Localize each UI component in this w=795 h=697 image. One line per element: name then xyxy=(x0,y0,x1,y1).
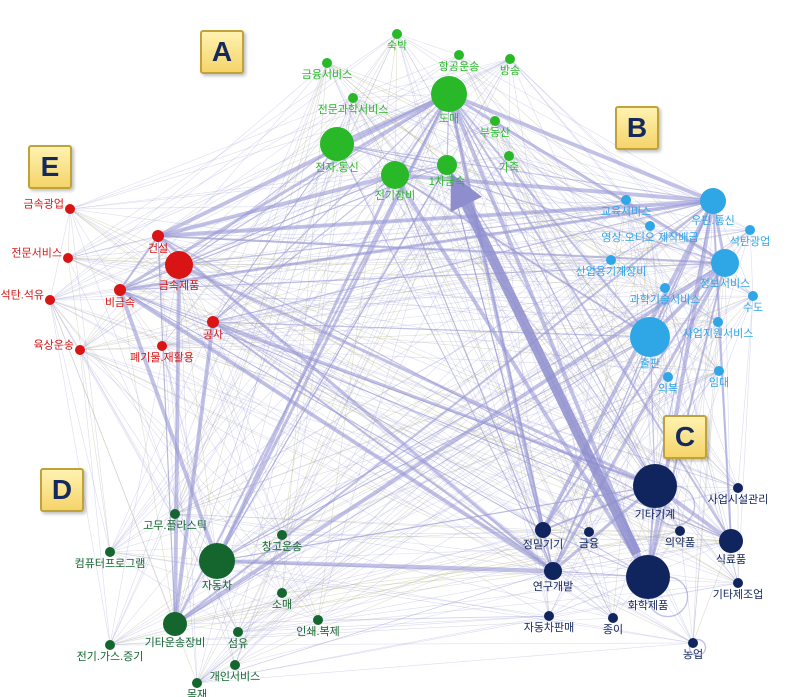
edge xyxy=(693,541,731,643)
node-개인서비스[interactable] xyxy=(230,660,240,670)
node-의복[interactable] xyxy=(663,372,673,382)
node-전기장비[interactable] xyxy=(381,161,409,189)
node-소매[interactable] xyxy=(277,588,287,598)
node-정밀기기[interactable] xyxy=(535,522,551,538)
node-정보서비스[interactable] xyxy=(711,249,739,277)
edge xyxy=(397,34,459,55)
node-자동차[interactable] xyxy=(199,543,235,579)
network-svg xyxy=(0,0,795,697)
cluster-badge-C: C xyxy=(663,415,707,459)
node-건설[interactable] xyxy=(152,230,164,242)
node-식료품[interactable] xyxy=(719,529,743,553)
node-전문서비스[interactable] xyxy=(63,253,73,263)
node-기타운송장비[interactable] xyxy=(163,612,187,636)
node-육상운송[interactable] xyxy=(75,345,85,355)
edge xyxy=(197,632,238,683)
node-석탄광업[interactable] xyxy=(745,225,755,235)
node-컴퓨터프로그램[interactable] xyxy=(105,547,115,557)
node-화학제품[interactable] xyxy=(626,555,670,599)
node-농업[interactable] xyxy=(688,638,698,648)
cluster-badge-E: E xyxy=(28,145,72,189)
edge xyxy=(175,593,282,624)
node-석탄.석유[interactable] xyxy=(45,295,55,305)
node-우편.통신[interactable] xyxy=(700,188,726,214)
node-금융[interactable] xyxy=(584,527,594,537)
node-기타기계[interactable] xyxy=(633,464,677,508)
node-섬유[interactable] xyxy=(233,627,243,637)
edge xyxy=(179,265,282,593)
node-교육서비스[interactable] xyxy=(621,195,631,205)
node-전문과학서비스[interactable] xyxy=(348,93,358,103)
node-수도[interactable] xyxy=(748,291,758,301)
cluster-badge-B: B xyxy=(615,106,659,150)
node-산업용기계장비[interactable] xyxy=(606,255,616,265)
node-1차금속[interactable] xyxy=(437,155,457,175)
edge xyxy=(750,230,753,296)
node-기타제조업[interactable] xyxy=(733,578,743,588)
node-금융서비스[interactable] xyxy=(322,58,332,68)
node-방송[interactable] xyxy=(505,54,515,64)
node-사업지원서비스[interactable] xyxy=(713,317,723,327)
node-금속제품[interactable] xyxy=(165,251,193,279)
node-목재[interactable] xyxy=(192,678,202,688)
node-금속광업[interactable] xyxy=(65,204,75,214)
node-영상.오디오 제작배급[interactable] xyxy=(645,221,655,231)
edge xyxy=(110,643,693,645)
node-비금속[interactable] xyxy=(114,284,126,296)
node-도매[interactable] xyxy=(431,76,467,112)
node-고무.플라스틱[interactable] xyxy=(170,509,180,519)
node-연구개발[interactable] xyxy=(544,562,562,580)
node-가죽[interactable] xyxy=(504,151,514,161)
node-인쇄.복제[interactable] xyxy=(313,615,323,625)
node-의약품[interactable] xyxy=(675,526,685,536)
network-diagram: 숙박금융서비스항공운송방송도매전문과학서비스부동산전자.통신1차금속가죽전기장비… xyxy=(0,0,795,697)
cluster-badge-D: D xyxy=(40,468,84,512)
node-창고운송[interactable] xyxy=(277,530,287,540)
edge xyxy=(70,94,449,209)
edge xyxy=(175,322,213,624)
edge xyxy=(197,643,693,683)
node-숙박[interactable] xyxy=(392,29,402,39)
cluster-badge-A: A xyxy=(200,30,244,74)
node-전기.가스.증기[interactable] xyxy=(105,640,115,650)
node-항공운송[interactable] xyxy=(454,50,464,60)
edge xyxy=(175,265,179,624)
edge xyxy=(158,236,175,624)
node-자동차판매[interactable] xyxy=(544,611,554,621)
node-부동산[interactable] xyxy=(490,116,500,126)
edge xyxy=(738,296,753,488)
node-과학기술서비스[interactable] xyxy=(660,283,670,293)
node-공사[interactable] xyxy=(207,316,219,328)
node-사업시설관리[interactable] xyxy=(733,483,743,493)
node-임대[interactable] xyxy=(714,366,724,376)
node-전자.통신[interactable] xyxy=(320,127,354,161)
node-종이[interactable] xyxy=(608,613,618,623)
node-출판[interactable] xyxy=(630,317,670,357)
node-폐기물.재활용[interactable] xyxy=(157,341,167,351)
